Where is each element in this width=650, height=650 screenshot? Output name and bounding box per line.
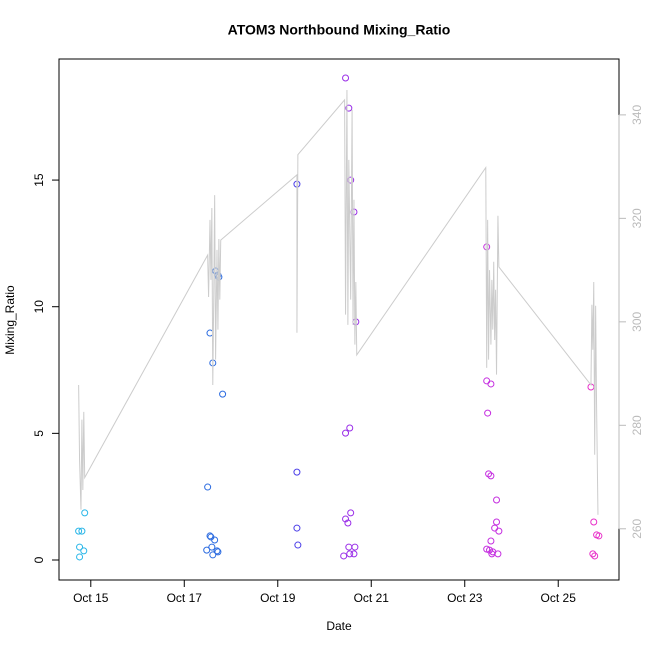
point: [340, 552, 348, 560]
point: [213, 547, 221, 555]
chart-title: ATOM3 Northbound Mixing_Ratio: [228, 22, 451, 38]
x-axis-label: Date: [326, 619, 352, 633]
point: [484, 409, 492, 417]
point: [211, 536, 219, 544]
y2-tick-label: 300: [630, 311, 644, 331]
y-tick-label: 0: [32, 556, 46, 563]
point: [342, 74, 350, 82]
point: [293, 524, 301, 532]
point: [483, 243, 491, 251]
point: [208, 543, 216, 551]
point: [346, 424, 354, 432]
y2-tick-label: 280: [630, 415, 644, 435]
point: [494, 550, 502, 558]
point: [487, 472, 495, 480]
point: [495, 527, 503, 535]
y-tick-label: 5: [32, 430, 46, 437]
y2-tick-label: 340: [630, 105, 644, 125]
point: [351, 543, 359, 551]
x-tick-label: Oct 15: [73, 591, 109, 605]
point: [203, 546, 211, 554]
point: [204, 483, 212, 491]
point: [294, 541, 302, 549]
point: [493, 518, 501, 526]
y2-tick-label: 320: [630, 208, 644, 228]
point: [595, 532, 603, 540]
point: [209, 551, 217, 559]
point: [350, 550, 358, 558]
point: [493, 496, 501, 504]
point: [344, 519, 352, 527]
x-tick-label: Oct 23: [447, 591, 483, 605]
point: [81, 509, 89, 517]
point: [219, 390, 227, 398]
point: [80, 547, 88, 555]
point: [78, 527, 86, 535]
point: [206, 532, 214, 540]
point: [487, 537, 495, 545]
point: [342, 515, 350, 523]
y-tick-label: 10: [32, 300, 46, 314]
y-axis-label: Mixing_Ratio: [3, 285, 17, 355]
x-tick-label: Oct 21: [354, 591, 390, 605]
point: [214, 548, 222, 556]
point: [591, 552, 599, 560]
point: [345, 104, 353, 112]
line: [78, 90, 599, 515]
y-tick-label: 15: [32, 173, 46, 187]
point: [347, 509, 355, 517]
x-tick-label: Oct 17: [167, 591, 203, 605]
point: [487, 380, 495, 388]
point: [346, 550, 354, 558]
point: [485, 470, 493, 478]
point: [75, 527, 83, 535]
x-tick-label: Oct 25: [541, 591, 577, 605]
y2-tick-label: 260: [630, 518, 644, 538]
point: [342, 429, 350, 437]
point: [76, 553, 84, 561]
point: [589, 550, 597, 558]
point: [590, 518, 598, 526]
point: [293, 468, 301, 476]
point: [76, 543, 84, 551]
x-tick-label: Oct 19: [260, 591, 296, 605]
